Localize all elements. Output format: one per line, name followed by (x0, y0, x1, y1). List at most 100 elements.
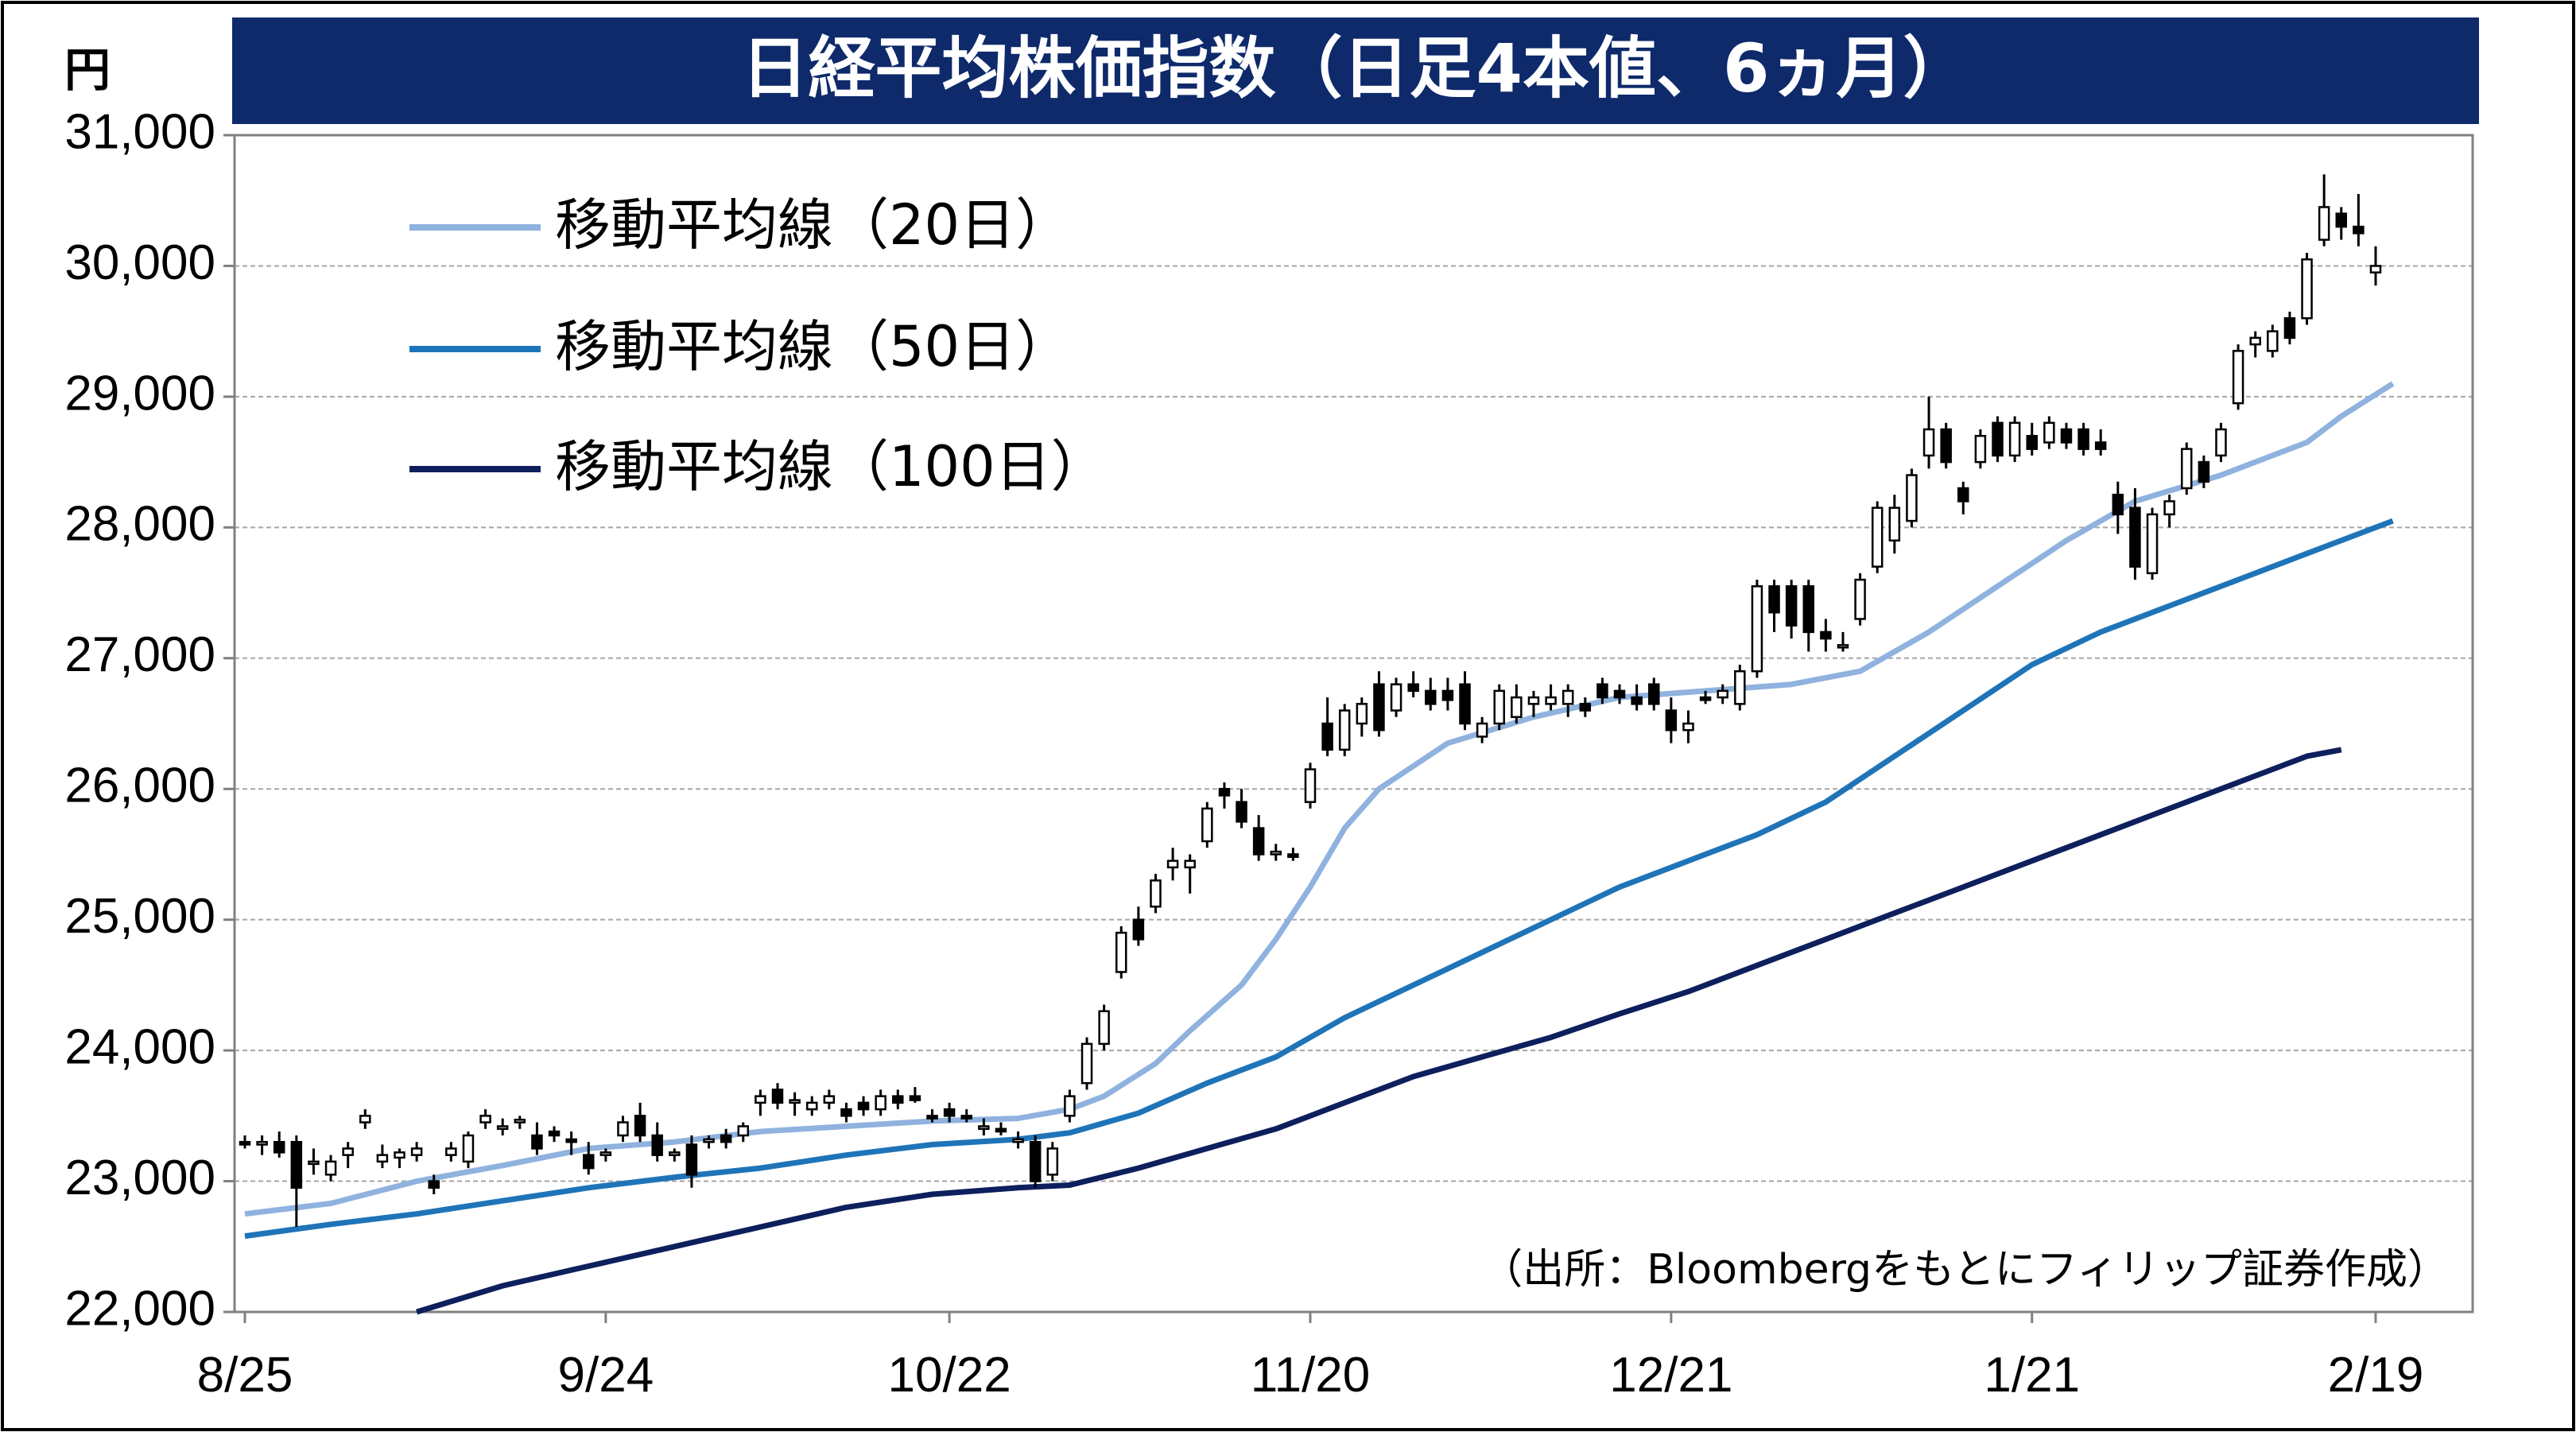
candle (1115, 926, 1127, 979)
candle-body (1717, 689, 1728, 699)
candle (1734, 665, 1746, 711)
candle-body (1888, 506, 1901, 542)
legend-label-ma100: 移動平均線（100日） (555, 434, 1107, 499)
candle-body (2094, 441, 2107, 450)
candle-body (2215, 428, 2227, 457)
candle (1150, 874, 1162, 914)
candle-body (1922, 428, 1935, 457)
candle-body (2060, 428, 2073, 444)
candle-body (2283, 316, 2296, 340)
candle (1321, 697, 1333, 757)
candle-body (960, 1115, 972, 1120)
candlesticks (239, 174, 2382, 1228)
candle-body (1992, 421, 2004, 457)
candle-body (857, 1101, 870, 1111)
candle (1390, 677, 1402, 717)
candle (1407, 671, 1419, 698)
candle (479, 1109, 491, 1129)
candle (1974, 429, 1987, 469)
y-tick-label: 25,000 (64, 889, 215, 944)
candle-body (1252, 827, 1265, 856)
candle-body (1768, 585, 1780, 614)
candle-body (583, 1154, 595, 1170)
candle (771, 1083, 784, 1110)
candle (1459, 671, 1471, 731)
candle-body (1527, 696, 1540, 705)
candle-body (1046, 1147, 1059, 1176)
candle (410, 1142, 423, 1162)
candle (1871, 501, 1884, 573)
candle-body (1562, 689, 1574, 705)
candle (2215, 422, 2227, 463)
y-tick-label: 31,000 (64, 104, 215, 159)
candle-body (1802, 585, 1815, 634)
candle (2267, 324, 2279, 358)
candle-body (2318, 206, 2330, 241)
y-tick-label: 24,000 (64, 1019, 215, 1074)
candle-body (599, 1151, 612, 1156)
candle-body (1270, 850, 1282, 856)
candle (1579, 697, 1592, 717)
candle (1046, 1142, 1059, 1182)
candle-body (2369, 265, 2382, 274)
candle (1236, 789, 1247, 829)
candle-body (2112, 493, 2124, 516)
candle (755, 1089, 766, 1116)
candle-body (1665, 709, 1678, 732)
candle (1511, 684, 1523, 724)
candle-body (428, 1180, 440, 1189)
candle (1906, 468, 1918, 528)
candle (2094, 429, 2107, 456)
candle-body (2163, 500, 2175, 516)
x-tick-label: 9/24 (558, 1348, 654, 1403)
candle (875, 1089, 886, 1116)
candle-body (1699, 696, 1712, 701)
candle (2353, 194, 2365, 246)
candle (2301, 253, 2313, 325)
candle (565, 1131, 577, 1155)
candle (789, 1092, 801, 1116)
candle-body (2353, 225, 2365, 235)
candle-body (308, 1160, 320, 1166)
candle-body (376, 1154, 389, 1163)
candle (1562, 684, 1574, 717)
candle-body (978, 1125, 990, 1131)
candle (1201, 801, 1213, 848)
candle (496, 1118, 509, 1135)
candle-body (1150, 879, 1162, 908)
candle-body (2267, 330, 2279, 352)
candle (737, 1122, 750, 1143)
candle-body (1407, 683, 1419, 693)
candle-body (290, 1140, 303, 1189)
candle-body (1218, 787, 1231, 797)
candle (1080, 1037, 1093, 1090)
candle-body (1029, 1140, 1042, 1182)
y-axis-unit: 円 (64, 43, 111, 97)
y-tick-label: 28,000 (64, 497, 215, 552)
candle-body (1511, 696, 1523, 719)
candle (823, 1089, 836, 1110)
candle-body (496, 1125, 509, 1131)
candle (634, 1102, 646, 1143)
candle (308, 1148, 320, 1175)
candle-body (892, 1095, 904, 1104)
candle (1132, 906, 1145, 946)
candle (1441, 677, 1454, 711)
candle-body (1080, 1042, 1093, 1085)
candle (909, 1087, 921, 1103)
candle-body (1957, 487, 1969, 503)
candle (651, 1122, 663, 1162)
candle (548, 1126, 561, 1143)
legend-label-ma50: 移動平均線（50日） (555, 314, 1071, 379)
x-tick-label: 12/21 (1609, 1348, 1732, 1403)
candle-body (1613, 689, 1626, 699)
legend-label-ma20: 移動平均線（20日） (555, 192, 1071, 258)
candle-body (2008, 421, 2021, 457)
candle-body (1441, 689, 1454, 701)
candle-body (1785, 585, 1798, 627)
y-tick-label: 22,000 (64, 1281, 215, 1336)
candle (1682, 710, 1694, 743)
candle-body (771, 1089, 784, 1104)
candle (428, 1174, 440, 1194)
